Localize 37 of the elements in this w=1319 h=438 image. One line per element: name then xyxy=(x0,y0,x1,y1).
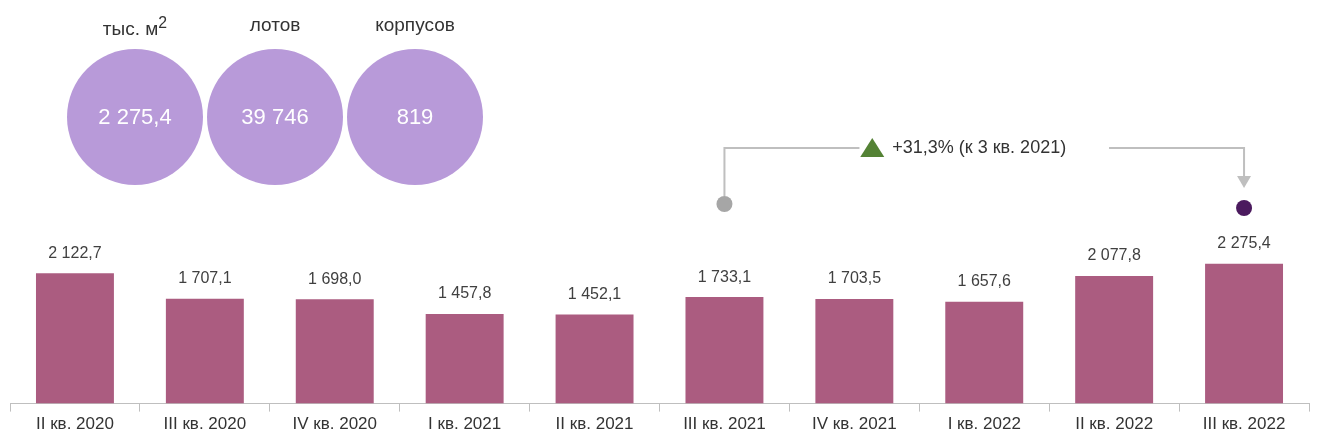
data-label: 2 122,7 xyxy=(48,243,102,261)
x-tick-label: IV кв. 2021 xyxy=(812,414,897,434)
data-label: 1 703,5 xyxy=(827,269,882,287)
bar xyxy=(165,298,244,404)
x-tick-label: II кв. 2022 xyxy=(1075,414,1154,434)
bar xyxy=(35,273,114,404)
bar xyxy=(1205,263,1284,404)
data-label: 2 077,8 xyxy=(1087,246,1141,264)
text: 819 xyxy=(395,104,435,130)
x-tick-label: IV кв. 2020 xyxy=(292,414,378,434)
data-label: 1 733,1 xyxy=(697,267,752,285)
bar xyxy=(685,297,764,404)
x-tick-label: III кв. 2021 xyxy=(683,414,766,434)
text: тыс. м$^{2}$ xyxy=(101,14,169,41)
text: +31,3% (к 3 кв. 2021) xyxy=(892,137,1067,158)
x-tick-label: I кв. 2022 xyxy=(947,414,1021,434)
data-label: 1 657,6 xyxy=(957,272,1012,290)
x-tick-label: II кв. 2020 xyxy=(36,414,114,434)
bar xyxy=(815,298,894,404)
data-label: 1 707,1 xyxy=(178,269,232,287)
data-label: 1 457,8 xyxy=(437,284,492,302)
x-tick-label: II кв. 2021 xyxy=(555,414,634,434)
bar xyxy=(425,314,504,404)
bar xyxy=(555,314,634,404)
text: 2 275,4 xyxy=(97,104,173,130)
bar xyxy=(295,299,374,404)
text: корпусов xyxy=(374,14,456,36)
data-label: 1 698,0 xyxy=(308,269,362,287)
text: 39 746 xyxy=(240,104,310,130)
x-tick-label: III кв. 2022 xyxy=(1202,414,1286,434)
data-label: 1 452,1 xyxy=(567,284,622,302)
bar xyxy=(1075,275,1154,404)
text: лотов xyxy=(248,14,302,36)
bar xyxy=(945,301,1024,404)
x-tick-label: III кв. 2020 xyxy=(163,414,247,434)
x-tick-label: I кв. 2021 xyxy=(428,414,502,434)
data-label: 2 275,4 xyxy=(1217,234,1271,252)
